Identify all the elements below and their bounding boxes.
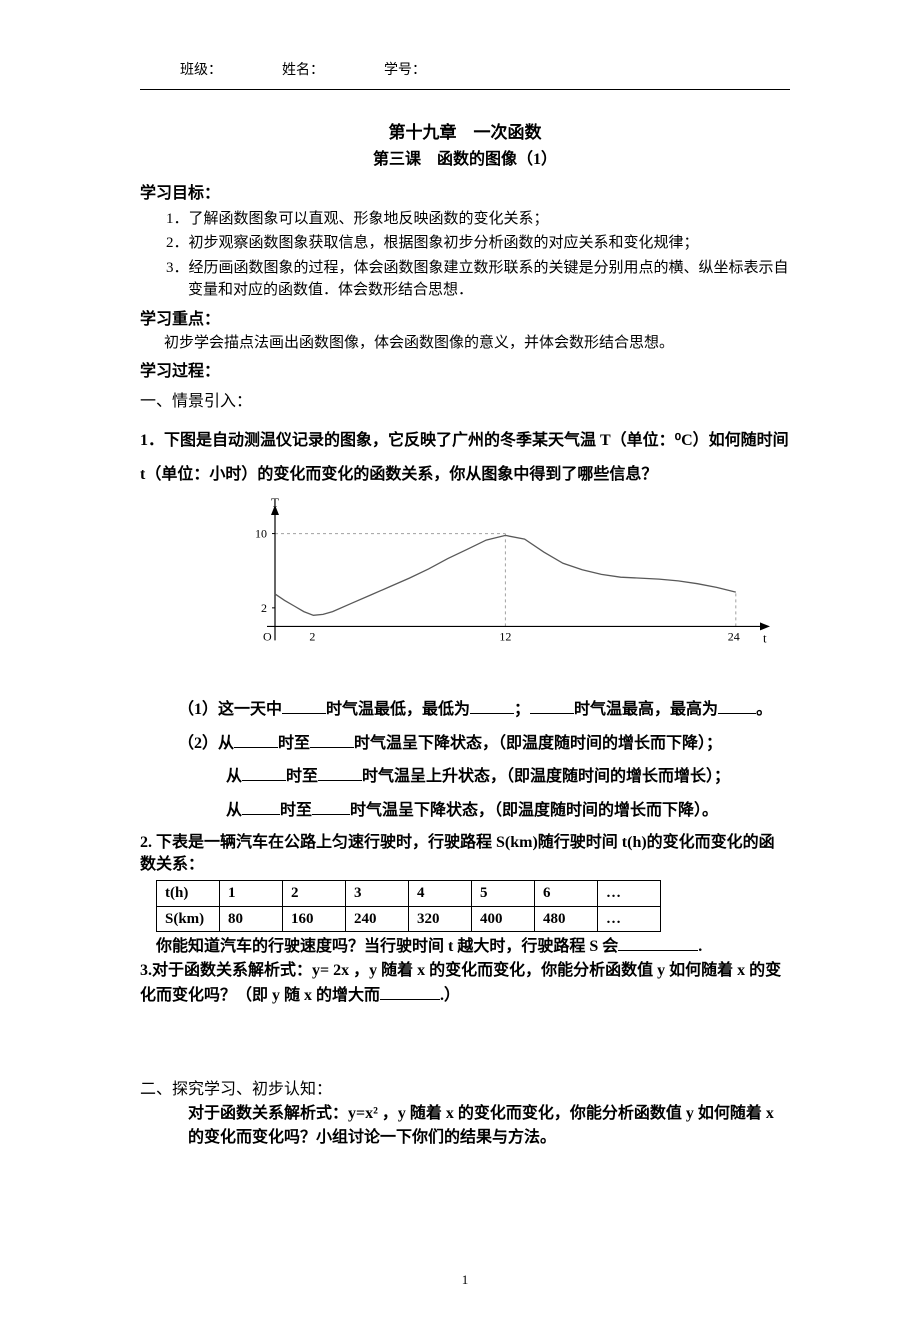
q3-b: .） bbox=[440, 987, 460, 1004]
page-number: 1 bbox=[140, 1270, 790, 1290]
q1s2c: 时气温呈下降状态，（即温度随时间的增长而下降）； bbox=[354, 735, 722, 752]
q1s1-e: 。 bbox=[756, 701, 772, 718]
q1s1-c: ； bbox=[514, 701, 530, 718]
th-t: t(h) bbox=[157, 881, 220, 907]
svg-text:2: 2 bbox=[309, 630, 315, 644]
section2-label: 二、探究学习、初步认知： bbox=[140, 1078, 790, 1102]
cell: 240 bbox=[346, 906, 409, 932]
goal-2: 2．初步观察函数图象获取信息，根据图象初步分析函数的对应关系和变化规律； bbox=[140, 232, 790, 255]
q1s2i: 时气温呈下降状态，（即温度随时间的增长而下降）。 bbox=[350, 802, 718, 819]
q1s1-d: 时气温最高，最高为 bbox=[574, 701, 718, 718]
q1s2h: 时至 bbox=[280, 802, 312, 819]
cell: 400 bbox=[472, 906, 535, 932]
q1s1-b: 时气温最低，最低为 bbox=[326, 701, 470, 718]
svg-text:24: 24 bbox=[728, 630, 740, 644]
svg-text:t: t bbox=[763, 631, 767, 646]
section1-label: 一、情景引入： bbox=[140, 390, 790, 414]
q2-table: t(h) 1 2 3 4 5 6 … S(km) 80 160 240 320 … bbox=[156, 880, 661, 932]
chapter-title: 第十九章 一次函数 bbox=[140, 120, 790, 146]
cell: 3 bbox=[346, 881, 409, 907]
svg-text:O: O bbox=[263, 630, 272, 644]
q2f-a: 你能知道汽车的行驶速度吗？当行驶时间 t 越大时，行驶路程 S 会 bbox=[156, 938, 618, 955]
cell: 160 bbox=[283, 906, 346, 932]
process-label: 学习过程： bbox=[140, 360, 790, 384]
q1s2b: 时至 bbox=[278, 735, 310, 752]
q1-sub2-line3: 从 时至 时气温呈下降状态，（即温度随时间的增长而下降）。 bbox=[140, 794, 790, 828]
emphasis-text: 初步学会描点法画出函数图像，体会函数图像的意义，并体会数形结合思想。 bbox=[140, 332, 790, 355]
q2-follow: 你能知道汽车的行驶速度吗？当行驶时间 t 越大时，行驶路程 S 会. bbox=[140, 934, 790, 958]
emphasis-label: 学习重点： bbox=[140, 308, 790, 332]
temperature-chart: 2 10 2 12 24 Tt O bbox=[200, 495, 790, 683]
q1-sub1: （1）这一天中 时气温最低，最低为 ； 时气温最高，最高为 。 bbox=[140, 693, 790, 727]
cell: 480 bbox=[535, 906, 598, 932]
page-header: 班级： 姓名： 学号： bbox=[140, 60, 790, 81]
goals-label: 学习目标： bbox=[140, 182, 790, 206]
svg-text:12: 12 bbox=[499, 630, 511, 644]
chart-svg: 2 10 2 12 24 Tt O bbox=[215, 495, 775, 675]
q1s1-a: （1）这一天中 bbox=[178, 701, 282, 718]
th-s: S(km) bbox=[157, 906, 220, 932]
question-1: 1．下图是自动测温仪记录的图象，它反映了广州的冬季某天气温 T（单位：⁰C）如何… bbox=[140, 424, 790, 491]
cell: … bbox=[598, 881, 661, 907]
q1s2a: （2）从 bbox=[178, 735, 234, 752]
cell: 320 bbox=[409, 906, 472, 932]
q1-sub2-line1: （2）从 时至 时气温呈下降状态，（即温度随时间的增长而下降）； bbox=[140, 727, 790, 761]
table-row: t(h) 1 2 3 4 5 6 … bbox=[157, 881, 661, 907]
cell: 80 bbox=[220, 906, 283, 932]
cell: 4 bbox=[409, 881, 472, 907]
q1-sub2-line2: 从 时至 时气温呈上升状态，（即温度随时间的增长而增长）； bbox=[140, 760, 790, 794]
cell: … bbox=[598, 906, 661, 932]
cell: 6 bbox=[535, 881, 598, 907]
cell: 2 bbox=[283, 881, 346, 907]
q1s2g: 从 bbox=[226, 802, 242, 819]
q1s2e: 时至 bbox=[286, 768, 318, 785]
svg-text:2: 2 bbox=[261, 601, 267, 615]
svg-text:10: 10 bbox=[255, 527, 267, 541]
lesson-title: 第三课 函数的图像（1） bbox=[140, 148, 790, 172]
cell: 5 bbox=[472, 881, 535, 907]
section2-body: 对于函数关系解析式：y=x² ，y 随着 x 的变化而变化，你能分析函数值 y … bbox=[140, 1102, 790, 1150]
table-row: S(km) 80 160 240 320 400 480 … bbox=[157, 906, 661, 932]
cell: 1 bbox=[220, 881, 283, 907]
goal-3: 3．经历画函数图象的过程，体会函数图象建立数形联系的关键是分别用点的横、纵坐标表… bbox=[140, 257, 790, 302]
goal-1: 1．了解函数图象可以直观、形象地反映函数的变化关系； bbox=[140, 208, 790, 231]
q1-intro: 1．下图是自动测温仪记录的图象，它反映了广州的冬季某天气温 T（单位：⁰C）如何… bbox=[140, 432, 789, 483]
q1s2d: 从 bbox=[226, 768, 242, 785]
id-label: 学号： bbox=[384, 60, 426, 81]
q1s2f: 时气温呈上升状态，（即温度随时间的增长而增长）； bbox=[362, 768, 730, 785]
svg-text:T: T bbox=[271, 495, 279, 510]
class-label: 班级： bbox=[180, 60, 222, 81]
question-3: 3.对于函数关系解析式：y= 2x ，y 随着 x 的变化而变化，你能分析函数值… bbox=[140, 959, 790, 1008]
page: 班级： 姓名： 学号： 第十九章 一次函数 第三课 函数的图像（1） 学习目标：… bbox=[0, 0, 920, 1329]
question-2: 2. 下表是一辆汽车在公路上匀速行驶时，行驶路程 S(km)随行驶时间 t(h)… bbox=[140, 832, 790, 877]
header-rule bbox=[140, 89, 790, 90]
q3-a: 3.对于函数关系解析式：y= 2x ，y 随着 x 的变化而变化，你能分析函数值… bbox=[140, 962, 781, 1004]
name-label: 姓名： bbox=[282, 60, 324, 81]
q2f-b: . bbox=[698, 938, 702, 955]
